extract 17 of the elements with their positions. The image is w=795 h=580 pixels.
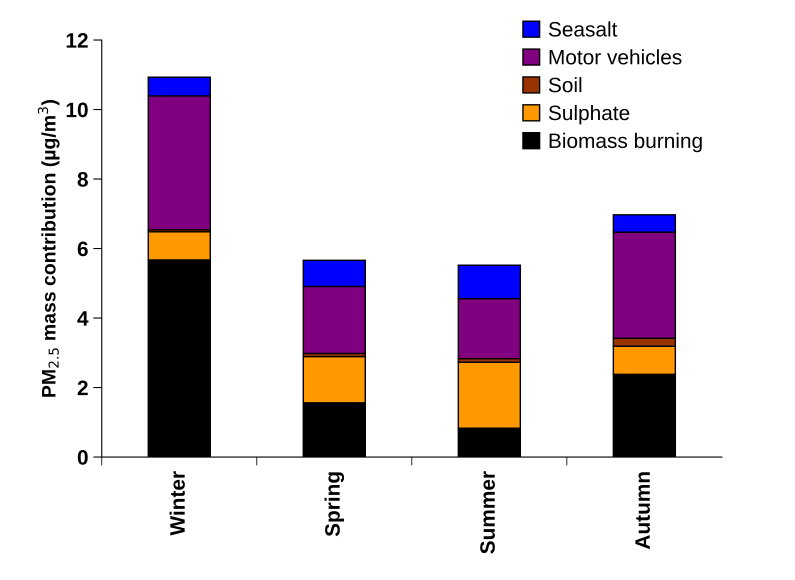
y-tick-label: 6 [78,242,88,256]
x-tick-label: Autumn [635,472,650,550]
legend-label: Sulphate [548,104,630,124]
legend-label: Seasalt [548,21,618,37]
x-tick-label: Winter [170,471,185,536]
legend-label: Biomass burning [550,132,702,152]
y-tick-label: 8 [78,172,88,187]
legend-label: Soil [548,77,582,92]
y-tick-label: 4 [77,311,88,326]
y-tick-label: 2 [78,380,88,396]
y-tick-label: 0 [78,450,88,465]
x-tick-label: Spring [324,472,344,536]
x-tick-label: Summer [480,471,495,554]
y-axis-title: PM$_{2.5}$ mass contribution (µg/m$^{3}$) [38,100,60,397]
y-tick-label: 12 [66,33,88,48]
y-tick-label: 10 [66,102,88,118]
legend-label: Motor vehicles [550,49,682,65]
